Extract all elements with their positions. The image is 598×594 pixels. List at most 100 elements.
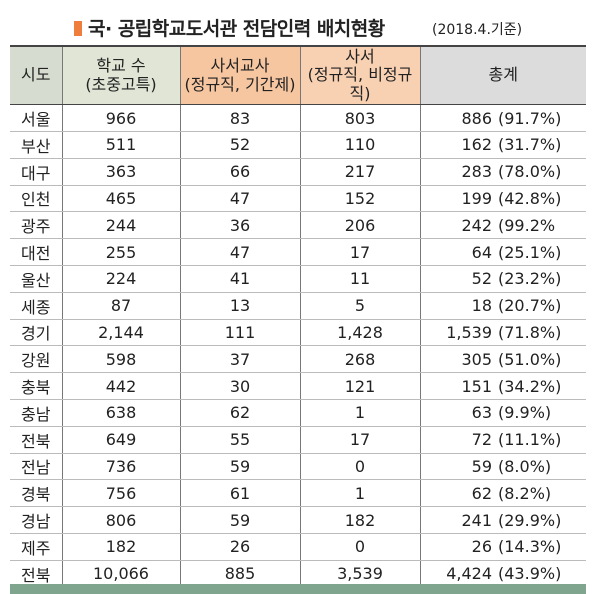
total-value: 151 (461, 376, 492, 396)
total-cell: 26 (14.3%) (419, 533, 586, 561)
number-cell: 13 (179, 292, 300, 320)
number-cell: 61 (179, 479, 300, 508)
region-cell: 전북 (10, 560, 62, 588)
number-cell: 17 (299, 238, 420, 266)
header-subtext: (정규직, 기간제) (184, 74, 296, 94)
total-percent: (14.3%) (498, 537, 562, 557)
number-cell: 52 (179, 131, 300, 159)
total-cell: 63 (9.9%) (419, 399, 586, 427)
total-cell: 283 (78.0%) (419, 158, 586, 186)
region-cell: 제주 (10, 533, 62, 561)
region-cell: 전북 (10, 426, 62, 454)
header-row: 시도 학교 수 (초중고특) 사서교사 (정규직, 기간제) 사서 (정규직, 비정규직) 총… (10, 45, 586, 106)
total-cell: 151 (34.2%) (419, 372, 586, 400)
total-cell: 59 (8.0%) (419, 453, 586, 481)
region-cell: 인천 (10, 185, 62, 213)
number-cell: 649 (61, 426, 180, 454)
number-cell: 244 (61, 211, 180, 240)
title-text: 국· 공립학교도서관 전담인력 배치현황 (88, 18, 385, 40)
total-cell: 305 (51.0%) (419, 345, 586, 374)
region-cell: 강원 (10, 345, 62, 374)
total-cell: 1,539 (71.8%) (419, 319, 586, 347)
number-cell: 638 (61, 399, 180, 427)
number-cell: 966 (61, 104, 180, 132)
number-cell: 10,066 (61, 560, 180, 588)
number-cell: 803 (299, 104, 420, 132)
number-cell: 268 (299, 345, 420, 374)
region-cell: 울산 (10, 265, 62, 293)
table-row: 경기 2,144 111 1,428 1,539 (71.8%) (10, 319, 586, 347)
header-cell: 사서 (정규직, 비정규직) (299, 45, 420, 106)
table-row: 서울 966 83 803 886 (91.7%) (10, 104, 586, 132)
number-cell: 36 (179, 211, 300, 240)
region-cell: 경남 (10, 506, 62, 534)
number-cell: 55 (179, 426, 300, 454)
total-percent: (71.8%) (498, 322, 562, 342)
table-row: 경남 806 59 182 241 (29.9%) (10, 506, 586, 534)
total-cell: 242 (99.2% (419, 211, 586, 240)
region-cell: 세종 (10, 292, 62, 320)
header-subtext: (정규직, 비정규직) (307, 65, 413, 103)
table-body: 서울 966 83 803 886 (91.7%) 부산 511 52 110 162 (31.7%)… (10, 104, 586, 588)
header-text: 학교 수 (96, 56, 146, 76)
header-text: 사서 (345, 47, 375, 66)
total-percent: (29.9%) (498, 510, 562, 530)
number-cell: 0 (299, 533, 420, 561)
table-row: 대구 363 66 217 283 (78.0%) (10, 158, 586, 186)
total-percent: (8.2%) (498, 483, 552, 503)
total-value: 1,539 (446, 322, 492, 342)
region-cell: 광주 (10, 211, 62, 240)
header-text: 시도 (21, 65, 51, 85)
header-cell: 시도 (10, 45, 62, 106)
total-value: 886 (461, 108, 492, 128)
number-cell: 598 (61, 345, 180, 374)
total-cell: 64 (25.1%) (419, 238, 586, 266)
table-row: 대전 255 47 17 64 (25.1%) (10, 238, 586, 266)
total-cell: 241 (29.9%) (419, 506, 586, 534)
number-cell: 511 (61, 131, 180, 159)
number-cell: 41 (179, 265, 300, 293)
total-cell: 62 (8.2%) (419, 479, 586, 508)
number-cell: 224 (61, 265, 180, 293)
total-percent: (23.2%) (498, 269, 562, 289)
number-cell: 152 (299, 185, 420, 213)
note: (2018.4.기준) (432, 22, 523, 38)
total-value: 283 (461, 162, 492, 182)
total-cell: 4,424 (43.9%) (419, 560, 586, 588)
total-value: 59 (471, 456, 492, 476)
total-percent: (11.1%) (498, 430, 562, 450)
table-row: 충남 638 62 1 63 (9.9%) (10, 399, 586, 427)
table: 시도 학교 수 (초중고특) 사서교사 (정규직, 기간제) 사서 (정규직, 비정규직) 총… (10, 45, 586, 588)
number-cell: 47 (179, 185, 300, 213)
table-row: 경북 756 61 1 62 (8.2%) (10, 479, 586, 508)
number-cell: 59 (179, 453, 300, 481)
number-cell: 5 (299, 292, 420, 320)
region-cell: 대전 (10, 238, 62, 266)
total-value: 305 (461, 349, 492, 369)
total-percent: (31.7%) (498, 135, 562, 155)
number-cell: 110 (299, 131, 420, 159)
total-value: 162 (461, 135, 492, 155)
number-cell: 47 (179, 238, 300, 266)
number-cell: 465 (61, 185, 180, 213)
number-cell: 26 (179, 533, 300, 561)
number-cell: 217 (299, 158, 420, 186)
number-cell: 66 (179, 158, 300, 186)
table-row: 전남 736 59 0 59 (8.0%) (10, 453, 586, 481)
total-percent: (9.9%) (498, 403, 552, 423)
total-percent: (42.8%) (498, 188, 562, 208)
table-row: 충북 442 30 121 151 (34.2%) (10, 372, 586, 400)
number-cell: 62 (179, 399, 300, 427)
number-cell: 30 (179, 372, 300, 400)
total-value: 199 (461, 188, 492, 208)
number-cell: 121 (299, 372, 420, 400)
number-cell: 255 (61, 238, 180, 266)
region-cell: 서울 (10, 104, 62, 132)
total-cell: 52 (23.2%) (419, 265, 586, 293)
table-row: 세종 87 13 5 18 (20.7%) (10, 292, 586, 320)
number-cell: 363 (61, 158, 180, 186)
number-cell: 736 (61, 453, 180, 481)
total-value: 18 (471, 296, 492, 316)
total-value: 242 (461, 215, 492, 235)
total-percent: (51.0%) (498, 349, 562, 369)
